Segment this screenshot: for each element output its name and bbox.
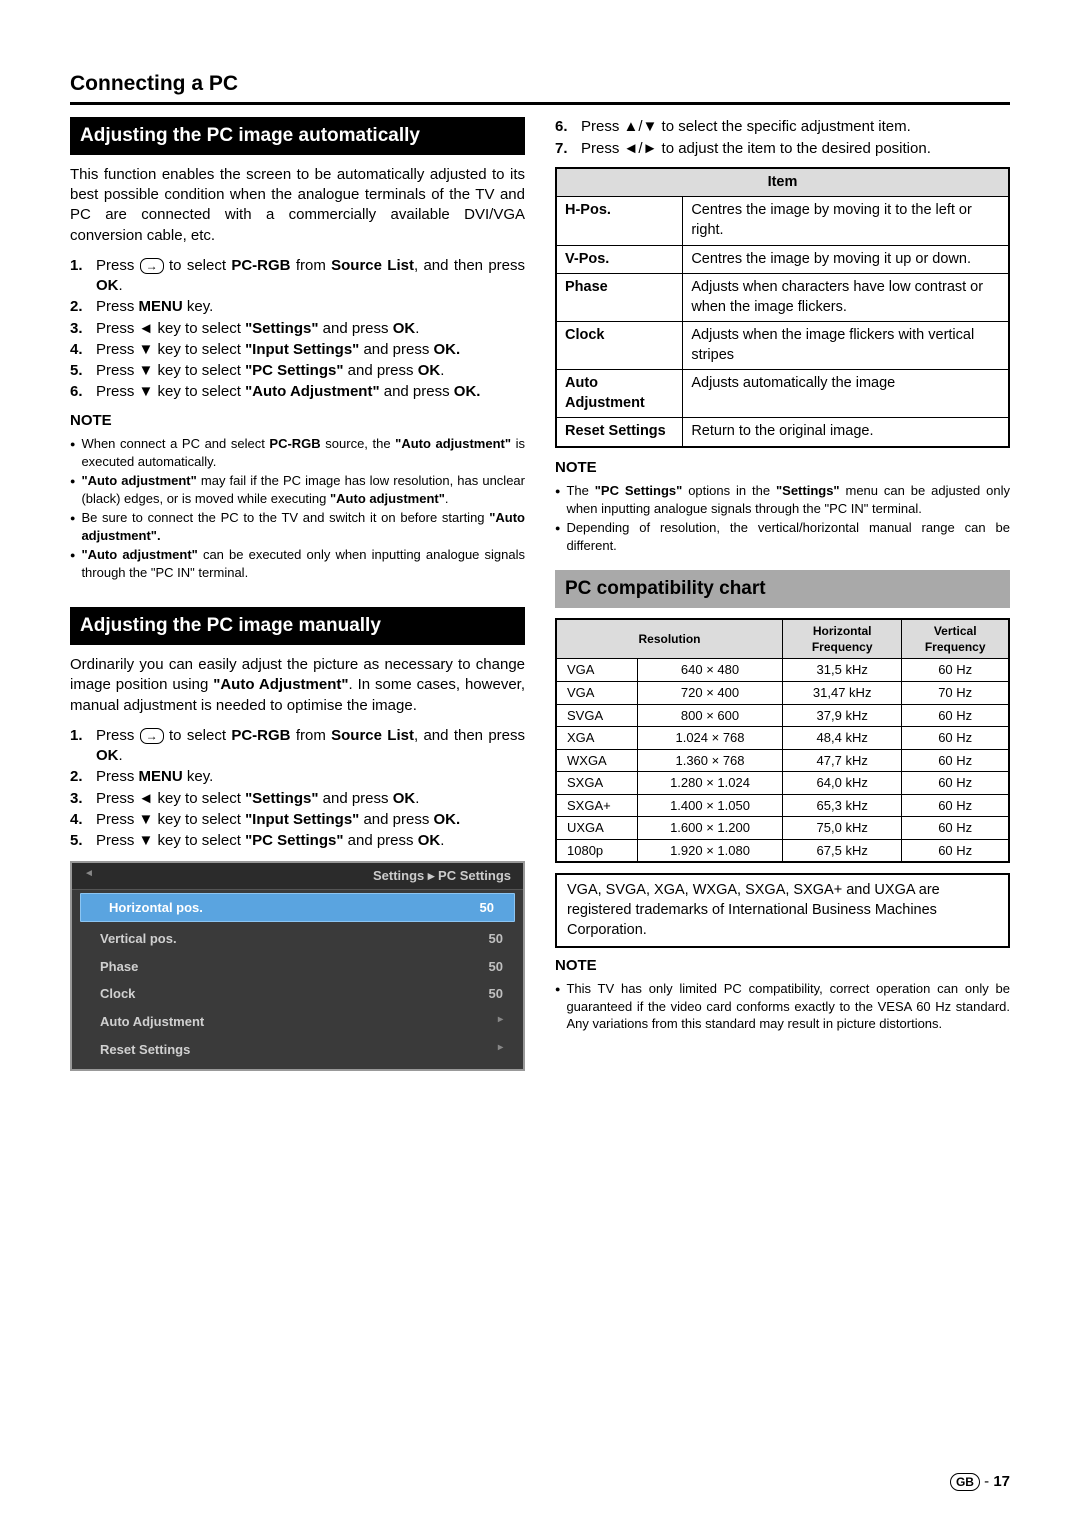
step-item: 6.Press ▼ key to select "Auto Adjustment… — [70, 382, 525, 402]
trademark-note: VGA, SVGA, XGA, WXGA, SXGA, SXGA+ and UX… — [555, 873, 1010, 948]
right-notes-1: The "PC Settings" options in the "Settin… — [555, 482, 1010, 554]
step-item: 2.Press MENU key. — [70, 297, 525, 317]
source-icon: → — [140, 728, 164, 744]
osd-breadcrumb: Settings ▸ PC Settings — [72, 863, 523, 890]
item-row: H-Pos.Centres the image by moving it to … — [556, 197, 1009, 245]
page-footer: GB - 17 — [950, 1472, 1010, 1492]
section-auto-header: Adjusting the PC image automatically — [70, 117, 525, 155]
compat-th-hfreq: Horizontal Frequency — [782, 619, 901, 659]
step-item: 7.Press ◄/► to adjust the item to the de… — [555, 139, 1010, 159]
note-item: Depending of resolution, the vertical/ho… — [555, 519, 1010, 554]
section-auto-notes: When connect a PC and select PC-RGB sour… — [70, 435, 525, 581]
note-item: "Auto adjustment" can be executed only w… — [70, 546, 525, 581]
step-item: 2.Press MENU key. — [70, 767, 525, 787]
osd-screenshot: Settings ▸ PC Settings Horizontal pos.50… — [70, 861, 525, 1071]
section-auto-steps: 1.Press → to select PC-RGB from Source L… — [70, 256, 525, 403]
source-icon: → — [140, 258, 164, 274]
note-label: NOTE — [555, 956, 1010, 976]
item-table: Item H-Pos.Centres the image by moving i… — [555, 167, 1010, 448]
osd-row: Clock50 — [72, 980, 523, 1008]
compat-th-resolution: Resolution — [556, 619, 782, 659]
osd-row: Horizontal pos.50 — [80, 893, 515, 923]
compat-th-vfreq: Vertical Frequency — [902, 619, 1009, 659]
osd-row: Auto Adjustment▸ — [72, 1008, 523, 1036]
step-item: 4.Press ▼ key to select "Input Settings"… — [70, 340, 525, 360]
compat-header: PC compatibility chart — [555, 570, 1010, 608]
right-notes-2: This TV has only limited PC compatibilit… — [555, 980, 1010, 1033]
item-row: Reset SettingsReturn to the original ima… — [556, 418, 1009, 447]
note-label: NOTE — [555, 458, 1010, 478]
page-number: 17 — [993, 1473, 1010, 1490]
step-item: 5.Press ▼ key to select "PC Settings" an… — [70, 361, 525, 381]
section-manual-header: Adjusting the PC image manually — [70, 607, 525, 645]
item-table-header: Item — [556, 168, 1009, 197]
note-item: The "PC Settings" options in the "Settin… — [555, 482, 1010, 517]
compat-row: SVGA800 × 60037,9 kHz60 Hz — [556, 704, 1009, 727]
item-row: PhaseAdjusts when characters have low co… — [556, 274, 1009, 322]
step-item: 3.Press ◄ key to select "Settings" and p… — [70, 789, 525, 809]
compat-row: VGA720 × 40031,47 kHz70 Hz — [556, 682, 1009, 705]
section-manual-steps: 1.Press → to select PC-RGB from Source L… — [70, 726, 525, 852]
item-row: Auto AdjustmentAdjusts automatically the… — [556, 370, 1009, 418]
compat-table: Resolution Horizontal Frequency Vertical… — [555, 618, 1010, 863]
note-item: Be sure to connect the PC to the TV and … — [70, 509, 525, 544]
page-title: Connecting a PC — [70, 70, 1010, 105]
note-item: This TV has only limited PC compatibilit… — [555, 980, 1010, 1033]
section-manual-steps-cont: 6.Press ▲/▼ to select the specific adjus… — [555, 117, 1010, 159]
compat-row: UXGA1.600 × 1.20075,0 kHz60 Hz — [556, 817, 1009, 840]
osd-row: Phase50 — [72, 953, 523, 981]
left-column: Adjusting the PC image automatically Thi… — [70, 117, 525, 1071]
note-item: "Auto adjustment" may fail if the PC ima… — [70, 472, 525, 507]
step-item: 5.Press ▼ key to select "PC Settings" an… — [70, 831, 525, 851]
note-item: When connect a PC and select PC-RGB sour… — [70, 435, 525, 470]
step-item: 1.Press → to select PC-RGB from Source L… — [70, 726, 525, 767]
section-auto-intro: This function enables the screen to be a… — [70, 165, 525, 246]
step-item: 6.Press ▲/▼ to select the specific adjus… — [555, 117, 1010, 137]
note-label: NOTE — [70, 411, 525, 431]
compat-row: XGA1.024 × 76848,4 kHz60 Hz — [556, 727, 1009, 750]
compat-row: WXGA1.360 × 76847,7 kHz60 Hz — [556, 749, 1009, 772]
region-badge: GB — [950, 1473, 980, 1491]
osd-row: Reset Settings▸ — [72, 1036, 523, 1064]
osd-row: Vertical pos.50 — [72, 925, 523, 953]
step-item: 4.Press ▼ key to select "Input Settings"… — [70, 810, 525, 830]
step-item: 3.Press ◄ key to select "Settings" and p… — [70, 319, 525, 339]
compat-row: SXGA1.280 × 1.02464,0 kHz60 Hz — [556, 772, 1009, 795]
right-column: 6.Press ▲/▼ to select the specific adjus… — [555, 117, 1010, 1071]
compat-row: VGA640 × 48031,5 kHz60 Hz — [556, 659, 1009, 682]
compat-row: SXGA+1.400 × 1.05065,3 kHz60 Hz — [556, 794, 1009, 817]
item-row: V-Pos.Centres the image by moving it up … — [556, 245, 1009, 274]
item-row: ClockAdjusts when the image flickers wit… — [556, 322, 1009, 370]
step-item: 1.Press → to select PC-RGB from Source L… — [70, 256, 525, 297]
compat-row: 1080p1.920 × 1.08067,5 kHz60 Hz — [556, 839, 1009, 862]
section-manual-intro: Ordinarily you can easily adjust the pic… — [70, 655, 525, 716]
